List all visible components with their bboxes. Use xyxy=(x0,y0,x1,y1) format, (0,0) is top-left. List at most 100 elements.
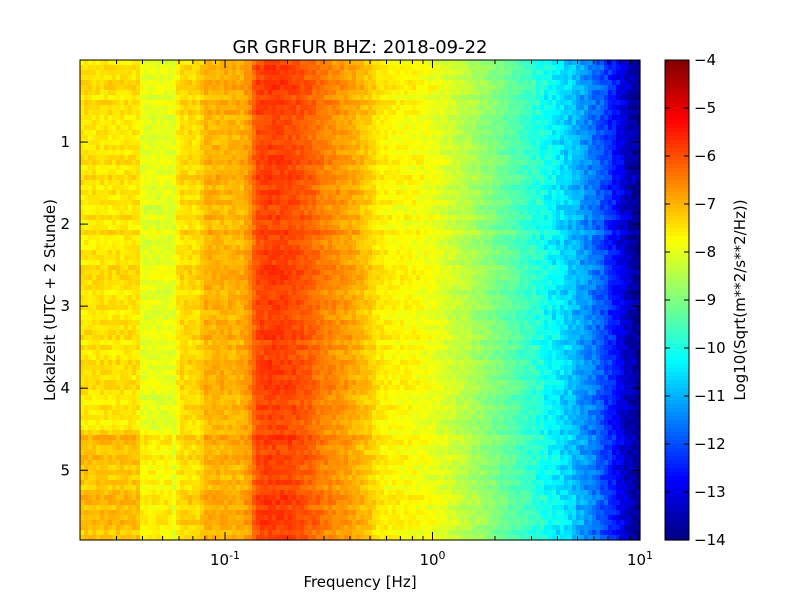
heatmap-cell xyxy=(140,150,145,156)
heatmap-cell xyxy=(284,230,289,236)
heatmap-cell xyxy=(540,80,545,86)
heatmap-cell xyxy=(580,125,585,131)
heatmap-cell xyxy=(112,215,117,221)
heatmap-cell xyxy=(384,205,389,211)
heatmap-cell xyxy=(316,165,321,171)
heatmap-cell xyxy=(284,215,289,221)
heatmap-cell xyxy=(188,180,193,186)
heatmap-cell xyxy=(392,115,397,121)
heatmap-cell xyxy=(400,65,405,71)
heatmap-cell xyxy=(268,160,273,166)
heatmap-cell xyxy=(416,140,421,146)
heatmap-cell xyxy=(488,100,493,106)
heatmap-cell xyxy=(300,125,305,131)
heatmap-cell xyxy=(424,145,429,151)
heatmap-cell xyxy=(232,150,237,156)
heatmap-cell xyxy=(612,180,617,186)
heatmap-cell xyxy=(236,180,241,186)
heatmap-cell xyxy=(636,140,641,146)
heatmap-cell xyxy=(612,65,617,71)
heatmap-cell xyxy=(100,195,105,201)
heatmap-cell xyxy=(480,80,485,86)
heatmap-cell xyxy=(592,180,597,186)
heatmap-cell xyxy=(568,150,573,156)
heatmap-cell xyxy=(500,200,505,206)
heatmap-cell xyxy=(532,110,537,116)
heatmap-cell xyxy=(316,135,321,141)
heatmap-cell xyxy=(240,200,245,206)
heatmap-cell xyxy=(504,120,509,126)
heatmap-cell xyxy=(536,175,541,181)
heatmap-cell xyxy=(476,110,481,116)
heatmap-cell xyxy=(320,145,325,151)
heatmap-cell xyxy=(224,145,229,151)
heatmap-cell xyxy=(144,105,149,111)
heatmap-cell xyxy=(536,220,541,226)
heatmap-cell xyxy=(556,150,561,156)
heatmap-cell xyxy=(452,75,457,81)
heatmap-cell xyxy=(432,160,437,166)
heatmap-cell xyxy=(272,70,277,76)
heatmap-cell xyxy=(96,135,101,141)
heatmap-cell xyxy=(572,190,577,196)
heatmap-row xyxy=(80,215,641,221)
heatmap-cell xyxy=(492,200,497,206)
heatmap-cell xyxy=(564,220,569,226)
heatmap-cell xyxy=(208,175,213,181)
heatmap-cell xyxy=(376,155,381,161)
heatmap-cell xyxy=(568,175,573,181)
heatmap-cell xyxy=(172,100,177,106)
heatmap-cell xyxy=(524,60,529,66)
heatmap-cell xyxy=(184,235,189,241)
heatmap-cell xyxy=(464,85,469,91)
heatmap-cell xyxy=(548,105,553,111)
heatmap-cell xyxy=(408,190,413,196)
heatmap-cell xyxy=(316,105,321,111)
heatmap-cell xyxy=(192,95,197,101)
heatmap-cell xyxy=(200,75,205,81)
heatmap-cell xyxy=(572,220,577,226)
heatmap-cell xyxy=(468,130,473,136)
heatmap-cell xyxy=(320,155,325,161)
heatmap-cell xyxy=(156,145,161,151)
heatmap-cell xyxy=(200,225,205,231)
heatmap-cell xyxy=(252,85,257,91)
heatmap-cell xyxy=(244,230,249,236)
heatmap-cell xyxy=(344,85,349,91)
heatmap-cell xyxy=(244,120,249,126)
heatmap-cell xyxy=(508,185,513,191)
heatmap-cell xyxy=(348,135,353,141)
heatmap-cell xyxy=(420,215,425,221)
heatmap-cell xyxy=(200,125,205,131)
heatmap-cell xyxy=(468,155,473,161)
heatmap-cell xyxy=(592,225,597,231)
heatmap-cell xyxy=(216,135,221,141)
heatmap-cell xyxy=(320,130,325,136)
heatmap-cell xyxy=(556,80,561,86)
heatmap-cell xyxy=(264,85,269,91)
heatmap-cell xyxy=(372,70,377,76)
heatmap-cell xyxy=(140,155,145,161)
heatmap-cell xyxy=(588,200,593,206)
heatmap-cell xyxy=(536,120,541,126)
heatmap-cell xyxy=(352,60,357,66)
heatmap-cell xyxy=(80,135,85,141)
heatmap-cell xyxy=(136,150,141,156)
heatmap-cell xyxy=(216,65,221,71)
heatmap-cell xyxy=(548,220,553,226)
heatmap-cell xyxy=(544,225,549,231)
heatmap-cell xyxy=(596,70,601,76)
heatmap-cell xyxy=(308,130,313,136)
heatmap-cell xyxy=(120,155,125,161)
heatmap-cell xyxy=(396,175,401,181)
heatmap-cell xyxy=(384,115,389,121)
heatmap-cell xyxy=(532,70,537,76)
heatmap-cell xyxy=(232,205,237,211)
heatmap-cell xyxy=(368,115,373,121)
heatmap-cell xyxy=(144,150,149,156)
heatmap-cell xyxy=(256,165,261,171)
heatmap-cell xyxy=(340,205,345,211)
heatmap-cell xyxy=(504,145,509,151)
heatmap-cell xyxy=(396,180,401,186)
heatmap-cell xyxy=(528,70,533,76)
